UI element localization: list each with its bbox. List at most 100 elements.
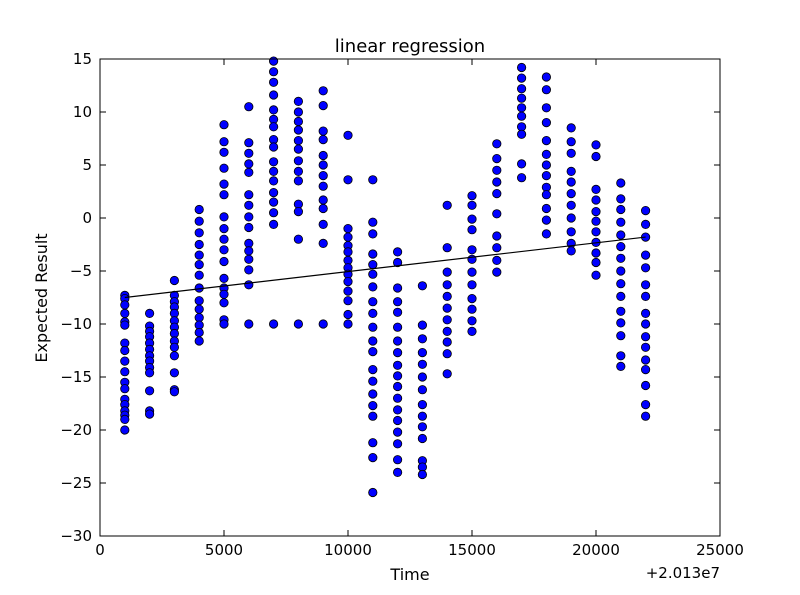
x-tick-label: 5000 xyxy=(205,541,243,559)
data-point xyxy=(392,360,403,370)
data-point xyxy=(343,130,353,140)
data-point xyxy=(392,297,403,307)
data-point xyxy=(318,181,328,191)
data-point xyxy=(343,286,353,296)
data-point xyxy=(616,318,626,328)
data-point xyxy=(392,336,403,346)
data-point xyxy=(368,364,378,375)
data-point xyxy=(120,384,130,394)
x-axis: 0 5000 10000 15000 20000 25000 xyxy=(95,59,744,559)
data-point xyxy=(293,107,303,117)
y-tick-label: −5 xyxy=(70,262,92,280)
data-point xyxy=(516,159,527,169)
data-point xyxy=(219,289,229,299)
data-point xyxy=(616,242,626,252)
y-axis-label: Expected Result xyxy=(32,233,51,362)
data-point xyxy=(640,280,651,290)
data-point xyxy=(120,320,130,330)
data-point xyxy=(492,139,502,149)
data-point xyxy=(417,385,427,395)
data-point xyxy=(268,208,279,218)
data-point xyxy=(467,245,477,255)
data-point xyxy=(492,267,502,277)
data-point xyxy=(640,263,651,273)
data-point xyxy=(219,319,229,329)
data-point xyxy=(392,455,403,465)
data-point xyxy=(640,219,651,229)
data-point xyxy=(293,96,303,107)
data-point xyxy=(293,319,303,329)
data-point xyxy=(616,331,626,341)
chart-title: linear regression xyxy=(335,36,485,57)
data-point xyxy=(293,234,303,244)
data-point xyxy=(640,411,651,421)
data-point xyxy=(343,296,353,306)
data-point xyxy=(640,355,651,365)
data-point xyxy=(244,167,254,177)
data-point xyxy=(541,171,552,181)
data-point xyxy=(268,77,279,87)
data-point xyxy=(417,281,427,291)
data-point xyxy=(194,228,204,238)
data-point xyxy=(318,171,328,181)
y-tick-label: 0 xyxy=(82,209,92,227)
data-point xyxy=(442,326,452,336)
data-point xyxy=(392,322,403,332)
data-point xyxy=(268,142,279,152)
data-point xyxy=(516,62,527,73)
data-point xyxy=(368,269,378,279)
data-point xyxy=(392,467,403,477)
data-point xyxy=(244,254,254,264)
y-tick-label: −20 xyxy=(60,421,92,439)
data-point xyxy=(219,245,229,255)
data-point xyxy=(442,291,452,301)
data-point xyxy=(120,425,130,435)
data-point xyxy=(268,105,279,115)
data-point xyxy=(219,179,229,189)
data-point xyxy=(169,368,179,378)
data-point xyxy=(417,469,427,480)
data-point xyxy=(244,280,254,290)
data-point xyxy=(417,320,427,330)
data-point xyxy=(169,387,179,397)
data-point xyxy=(541,72,552,82)
data-point xyxy=(194,204,204,215)
data-point xyxy=(343,247,353,257)
data-point xyxy=(492,165,502,175)
data-point xyxy=(492,243,502,253)
data-point xyxy=(492,209,502,219)
data-point xyxy=(268,319,279,329)
data-point xyxy=(194,239,204,250)
regression-line xyxy=(124,236,646,299)
data-point xyxy=(368,400,378,411)
data-point xyxy=(368,229,378,239)
data-point xyxy=(392,405,403,415)
data-point xyxy=(640,308,651,318)
data-point xyxy=(516,93,527,103)
data-point xyxy=(219,163,229,173)
x-tick-label: 0 xyxy=(95,541,105,559)
data-point xyxy=(169,342,179,352)
data-point xyxy=(417,399,427,410)
data-point xyxy=(616,230,626,240)
data-point xyxy=(268,176,279,186)
data-point xyxy=(368,282,378,292)
data-point xyxy=(417,433,427,444)
data-point xyxy=(145,409,155,419)
data-point xyxy=(194,304,204,314)
data-point xyxy=(591,257,601,268)
data-point xyxy=(244,212,254,222)
data-point xyxy=(541,215,552,225)
data-point xyxy=(640,380,651,391)
data-point xyxy=(566,148,576,158)
data-point xyxy=(417,347,427,358)
data-point xyxy=(591,184,601,194)
data-point xyxy=(318,135,328,145)
data-point xyxy=(417,411,427,421)
data-point xyxy=(616,204,626,215)
data-point xyxy=(318,86,328,96)
data-point xyxy=(640,291,651,301)
data-point xyxy=(343,175,353,185)
data-point xyxy=(244,190,254,200)
data-point xyxy=(616,194,626,204)
